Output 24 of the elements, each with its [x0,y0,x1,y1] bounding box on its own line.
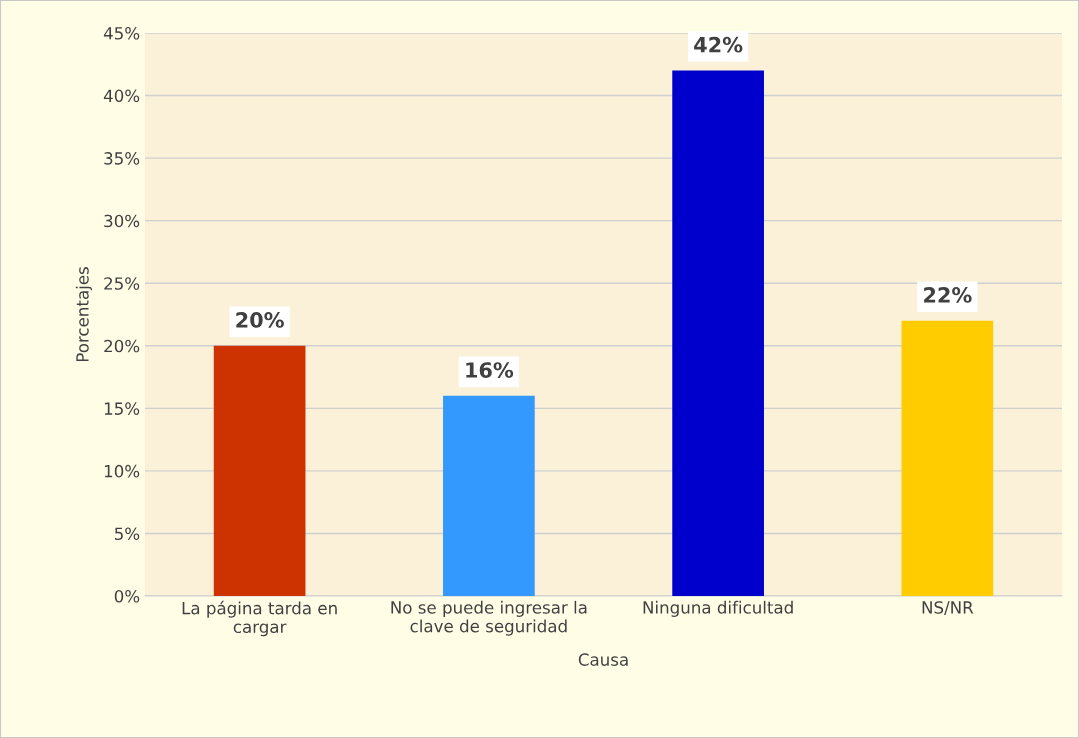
x-tick-label: NS/NR [922,601,974,616]
y-tick-label: 35% [104,152,140,165]
bar [443,395,535,596]
y-tick-label: 40% [103,89,140,103]
y-tick-label: 20% [104,339,140,353]
y-tick-label: 25% [104,277,140,290]
y-tick-label: 45% [103,26,140,40]
x-axis-title: Causa [578,653,628,666]
bar [213,345,306,596]
data-label: 22% [924,287,972,303]
y-axis-title: Porcentajes [75,267,92,362]
data-label: 16% [466,362,514,378]
y-tick-label: 15% [104,402,140,415]
data-label: 42% [694,36,743,53]
y-tick-label: 0% [114,589,140,603]
x-tick-label: No se puede ingresar la clave de seguridad [391,600,587,636]
data-label: 20% [236,312,284,328]
y-tick-label: 10% [104,464,140,478]
y-tick-label: 5% [114,527,140,541]
x-tick-label: Ninguna dificultad [643,600,793,617]
bar [672,70,764,596]
bar [901,320,994,596]
x-tick-label: La página tarda en cargar [182,600,337,637]
y-tick-label: 30% [104,214,140,228]
